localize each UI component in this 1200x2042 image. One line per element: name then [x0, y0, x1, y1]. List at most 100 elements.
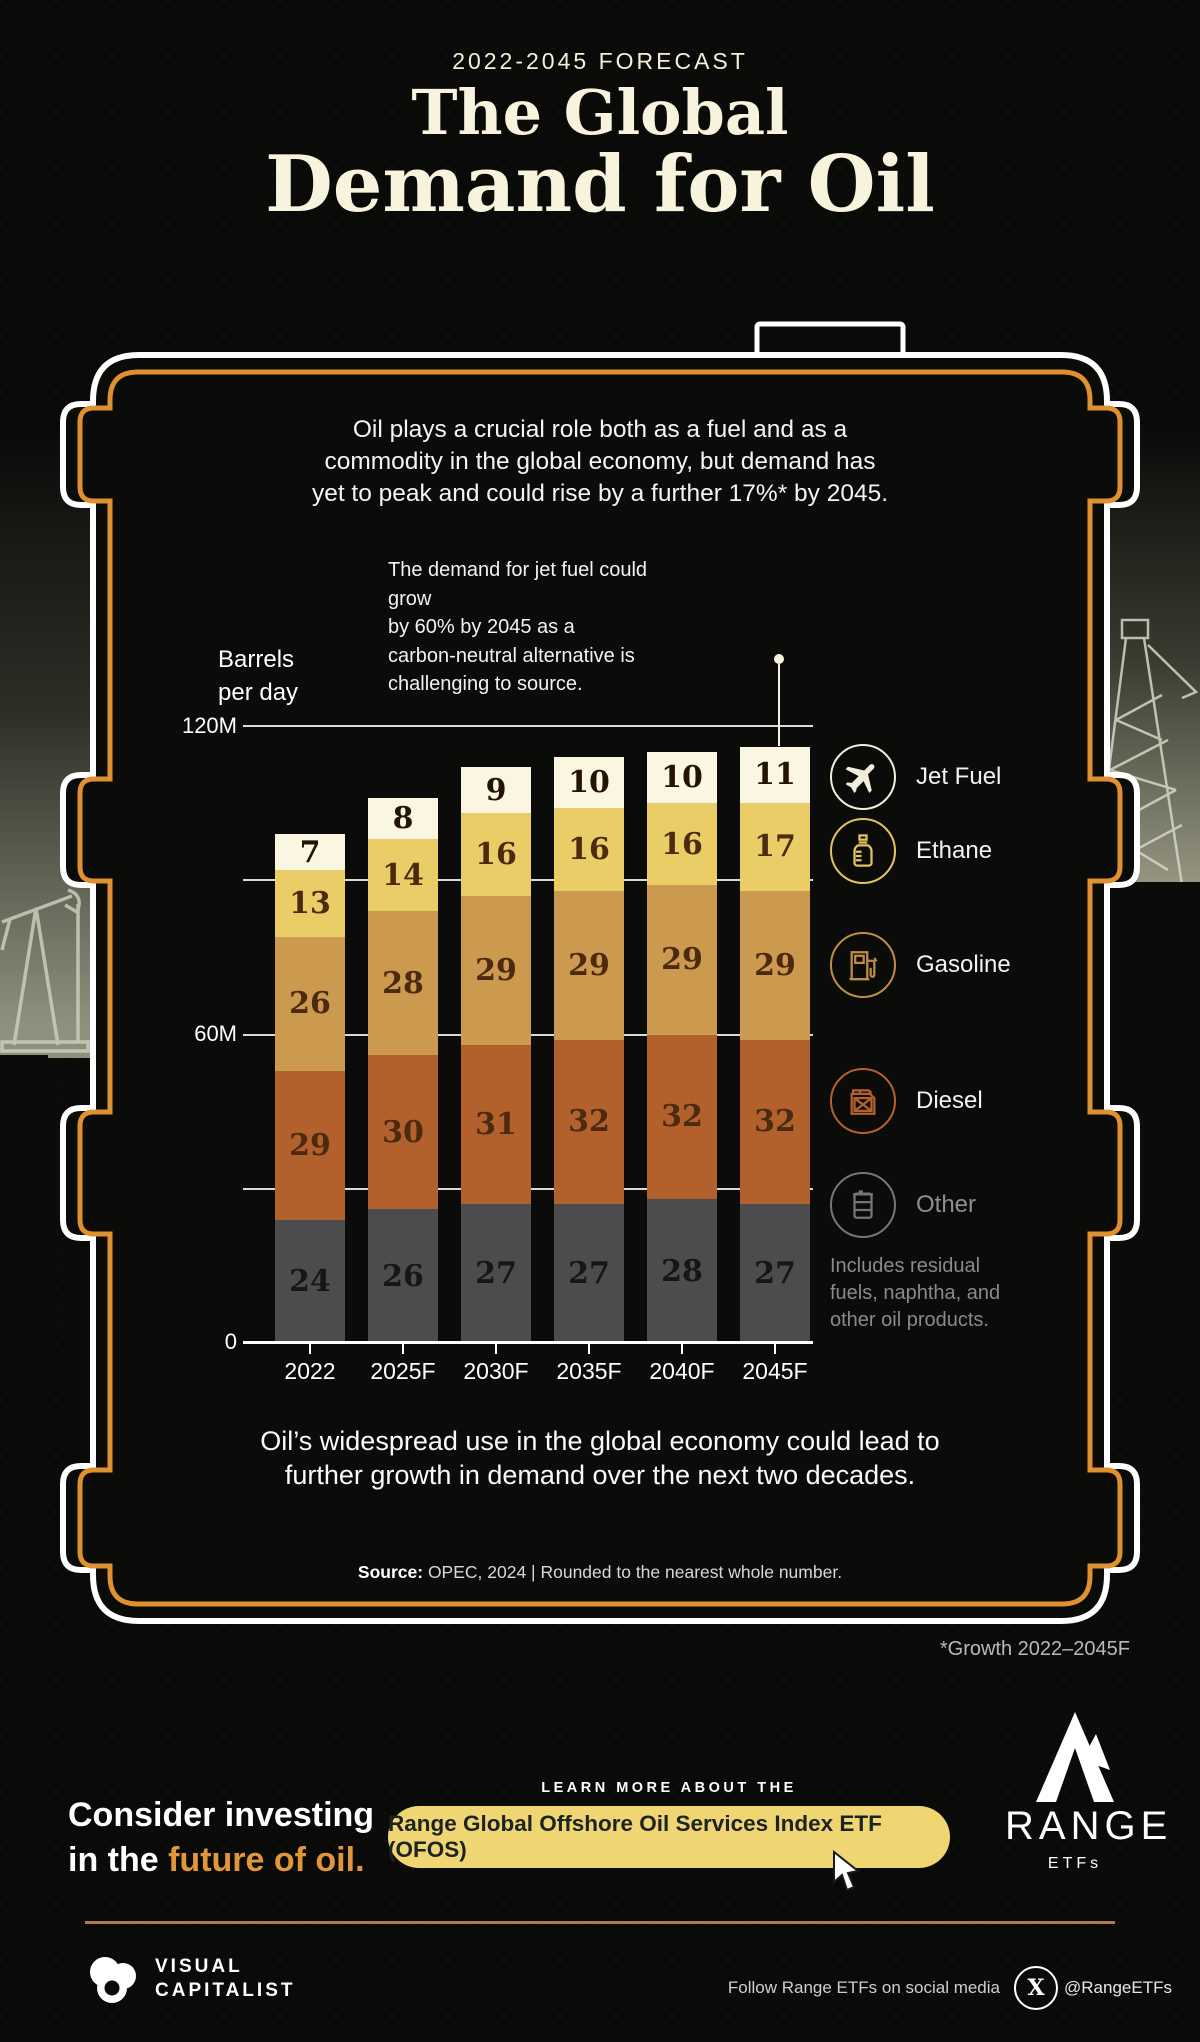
legend-item-other: Other [830, 1172, 976, 1238]
legend-item-ethane: Ethane [830, 818, 992, 884]
segment-value: 31 [475, 1106, 517, 1142]
cta-headline-accent: future of oil. [168, 1841, 365, 1879]
segment-value: 10 [568, 765, 610, 801]
x-axis-line [243, 1341, 813, 1344]
segment-gasoline: 28 [368, 911, 438, 1056]
segment-value: 16 [475, 837, 517, 873]
segment-ethane: 13 [275, 870, 345, 937]
segment-value: 13 [289, 885, 331, 921]
range-brand-name: RANGE [1005, 1804, 1173, 1848]
etf-cta-button[interactable]: Range Global Offshore Oil Services Index… [388, 1806, 950, 1868]
x-tick [402, 1344, 404, 1354]
legend-label: Ethane [916, 837, 993, 864]
x-category-2045F: 2045F [742, 1358, 808, 1384]
segment-value: 17 [754, 829, 796, 865]
range-mountain-icon [1036, 1712, 1114, 1802]
segment-value: 26 [382, 1258, 424, 1294]
y-tick-0: 0 [224, 1329, 237, 1354]
annotation-dot [774, 654, 784, 664]
segment-value: 32 [661, 1099, 703, 1135]
segment-other: 24 [275, 1219, 345, 1343]
pumpjack-icon [0, 888, 90, 1053]
segment-ethane: 16 [647, 803, 717, 886]
page-title-line2: Demand for Oil [265, 139, 935, 230]
growth-footnote: *Growth 2022–2045F [939, 1638, 1130, 1660]
segment-value: 11 [754, 757, 796, 793]
fuel-pump-icon [830, 932, 896, 998]
x-category-2040F: 2040F [649, 1358, 715, 1384]
range-etfs-logo: RANGE ETFs [1005, 1712, 1173, 1873]
bar-2025F: 8 14 28 30 26 [368, 798, 438, 1343]
segment-other: 27 [740, 1204, 810, 1343]
source-label: Source: [357, 1562, 424, 1582]
visual-capitalist-logo: VISUAL CAPITALIST [85, 1950, 295, 2008]
segment-value: 26 [289, 986, 331, 1022]
segment-value: 7 [299, 834, 321, 870]
segment-ethane: 17 [740, 803, 810, 891]
segment-value: 29 [475, 952, 517, 988]
segment-value: 27 [568, 1256, 610, 1292]
segment-value: 29 [661, 942, 703, 978]
segment-other: 27 [554, 1204, 624, 1343]
jerry-can-icon [830, 1068, 896, 1134]
segment-value: 29 [289, 1127, 331, 1163]
footer-separator [85, 1921, 1115, 1924]
bar-2040F: 10 16 29 32 28 [647, 751, 717, 1343]
segment-gasoline: 29 [461, 895, 531, 1045]
segment-jet-fuel: 9 [461, 767, 531, 814]
segment-value: 28 [661, 1253, 703, 1289]
segment-ethane: 14 [368, 839, 438, 912]
gridline-120M [243, 725, 813, 727]
legend-label: Other [916, 1191, 977, 1218]
segment-value: 16 [568, 831, 610, 867]
segment-other: 26 [368, 1209, 438, 1343]
callout-text: Oil’s widespread use in the global econo… [260, 1426, 940, 1490]
segment-value: 10 [661, 759, 703, 795]
legend-label: Gasoline [916, 951, 1011, 978]
bar-2035F: 10 16 29 32 27 [554, 756, 624, 1343]
mouse-cursor-icon [833, 1850, 861, 1892]
segment-jet-fuel: 11 [740, 746, 810, 804]
annotation-leader-line [778, 664, 780, 746]
legend-item-diesel: Diesel [830, 1068, 983, 1134]
segment-diesel: 32 [740, 1039, 810, 1205]
segment-diesel: 29 [275, 1070, 345, 1220]
segment-value: 8 [392, 801, 414, 837]
segment-value: 30 [382, 1114, 424, 1150]
source-line: Source: OPEC, 2024 | Rounded to the near… [357, 1562, 843, 1582]
other-category-note: Includes residual fuels, naphtha, and ot… [830, 1255, 1001, 1331]
segment-jet-fuel: 7 [275, 834, 345, 871]
segment-value: 27 [754, 1256, 796, 1292]
y-tick-120M: 120M [181, 713, 237, 738]
segment-gasoline: 29 [554, 890, 624, 1040]
segment-gasoline: 29 [647, 885, 717, 1035]
bar-2030F: 9 16 29 31 27 [461, 767, 531, 1343]
plane-icon [830, 744, 896, 810]
follow-text: Follow Range ETFs on social media [727, 1978, 1000, 1997]
bottle-icon [830, 818, 896, 884]
eyebrow-forecast-range: 2022-2045 FORECAST [452, 48, 748, 74]
x-category-2030F: 2030F [463, 1358, 529, 1384]
learn-more-label: LEARN MORE ABOUT THE [541, 1780, 797, 1796]
segment-value: 14 [382, 857, 424, 893]
x-handle-link[interactable]: @RangeETFs [1064, 1978, 1172, 1997]
segment-diesel: 30 [368, 1055, 438, 1210]
segment-value: 9 [485, 772, 507, 808]
x-social-icon[interactable]: X [1014, 1966, 1058, 2010]
segment-gasoline: 29 [740, 890, 810, 1040]
segment-value: 24 [289, 1263, 331, 1299]
x-category-2025F: 2025F [370, 1358, 436, 1384]
x-tick [309, 1344, 311, 1354]
cta-headline: Consider investing in the future of oil. [68, 1796, 375, 1879]
bar-2045F: 11 17 29 32 27 [740, 746, 810, 1343]
segment-diesel: 32 [554, 1039, 624, 1205]
segment-jet-fuel: 10 [554, 756, 624, 809]
segment-other: 28 [647, 1199, 717, 1343]
segment-gasoline: 26 [275, 936, 345, 1071]
segment-value: 29 [568, 947, 610, 983]
segment-ethane: 16 [554, 808, 624, 891]
segment-diesel: 31 [461, 1044, 531, 1205]
intro-paragraph: Oil plays a crucial role both as a fuel … [311, 416, 889, 507]
